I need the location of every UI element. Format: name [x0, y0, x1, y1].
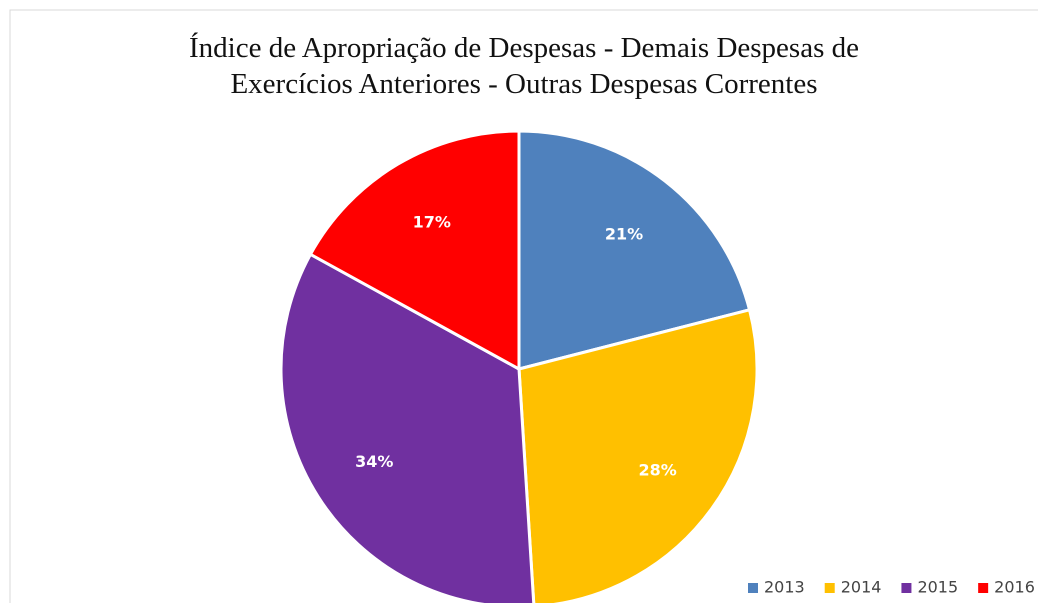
pie-slice [279, 252, 536, 603]
pie-slice [308, 129, 521, 372]
data-label: 21% [605, 225, 643, 244]
legend-label: 2014 [841, 578, 882, 597]
pie-slice [517, 129, 752, 371]
legend-label: 2013 [764, 578, 805, 597]
legend-label: 2015 [917, 578, 958, 597]
data-label: 17% [413, 213, 451, 232]
legend-marker [748, 583, 758, 593]
legend-marker [824, 583, 835, 593]
chart-frame [9, 9, 1038, 603]
legend-marker [978, 583, 989, 593]
chart-title: Índice de Apropriação de Despesas - Dema… [189, 32, 859, 100]
legend-marker [901, 583, 912, 593]
data-label: 28% [638, 461, 676, 480]
legend-label: 2016 [994, 578, 1035, 597]
pie-slice [517, 307, 759, 603]
data-label: 34% [355, 452, 393, 471]
